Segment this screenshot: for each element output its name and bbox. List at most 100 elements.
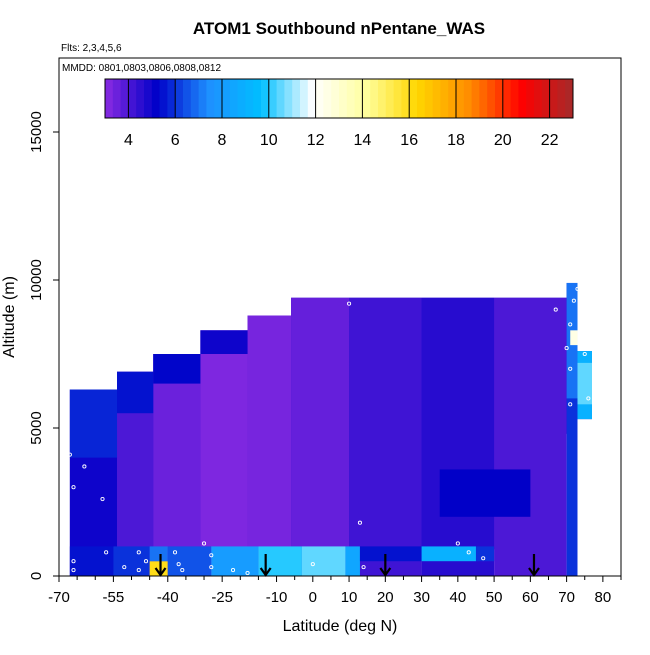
colorbar-tick-label: 6 — [171, 132, 180, 149]
value-cell — [149, 546, 168, 562]
colorbar-segment — [417, 79, 426, 118]
sample-point — [122, 565, 127, 570]
value-cell — [345, 546, 360, 576]
colorbar-segment — [424, 79, 434, 118]
y-tick-label: 5000 — [28, 411, 45, 444]
colorbar-segment — [370, 79, 379, 118]
colorbar-segment — [136, 79, 145, 118]
colorbar-segment — [268, 79, 278, 118]
colorbar-segment — [565, 79, 574, 118]
value-cell — [570, 330, 578, 346]
colorbar-segment — [300, 79, 309, 118]
sample-point — [553, 307, 558, 312]
value-cell — [211, 546, 259, 576]
colorbar-segment — [393, 79, 402, 118]
sample-point — [209, 565, 214, 570]
value-band — [153, 354, 201, 576]
flight-arrow — [259, 554, 272, 577]
value-band — [247, 315, 292, 576]
colorbar-segment — [440, 79, 449, 118]
sample-point — [582, 420, 587, 425]
colorbar-segment — [237, 79, 246, 118]
sample-point — [310, 562, 315, 567]
value-cell — [69, 546, 114, 576]
colorbar-segment — [479, 79, 488, 118]
x-tick-label: 30 — [413, 589, 430, 606]
sample-point — [481, 556, 486, 561]
colorbar-segment — [229, 79, 239, 118]
sample-point — [136, 550, 141, 555]
value-band — [200, 330, 248, 576]
x-tick-label: -10 — [266, 589, 288, 606]
colorbar-segment — [456, 79, 465, 118]
colorbar-segment — [323, 79, 332, 118]
colorbar-segment — [401, 79, 410, 118]
value-cell — [69, 389, 118, 458]
colorbar-segment — [292, 79, 301, 118]
sample-point — [568, 366, 573, 371]
colorbar-segment — [557, 79, 566, 118]
colorbar-segment — [315, 79, 324, 118]
sample-point — [209, 553, 214, 558]
x-tick-label: 20 — [377, 589, 394, 606]
value-cell — [577, 362, 592, 405]
colorbar-segment — [526, 79, 535, 118]
colorbar-segment — [362, 79, 371, 118]
colorbar-segment — [167, 79, 176, 118]
sample-point — [82, 464, 87, 469]
colorbar-frame — [104, 78, 574, 119]
colorbar-segment — [198, 79, 207, 118]
x-tick-label: 40 — [449, 589, 466, 606]
colorbar-tick-label: 12 — [307, 132, 325, 149]
colorbar-tick-label: 16 — [400, 132, 418, 149]
sample-point — [568, 322, 573, 327]
sample-point — [71, 559, 76, 564]
sample-point — [143, 559, 149, 564]
colorbar-segment — [120, 79, 129, 118]
colorbar-segment — [331, 79, 340, 118]
value-cell — [439, 469, 531, 517]
colorbar: 4 6 8 10 12 14 16 18 20 22 — [104, 78, 574, 149]
colorbar-segment — [214, 79, 223, 118]
x-tick-label: -70 — [48, 589, 70, 606]
x-tick-label: 60 — [522, 589, 539, 606]
x-tick-label: 70 — [558, 589, 575, 606]
value-cell — [421, 546, 476, 562]
sample-point — [361, 565, 366, 570]
sample-point — [568, 402, 573, 407]
flight-arrow — [379, 554, 392, 577]
colorbar-segment — [222, 79, 231, 118]
value-band — [291, 297, 350, 576]
sample-point — [201, 541, 207, 546]
colorbar-segment — [471, 79, 480, 118]
sample-point — [71, 568, 76, 573]
value-cell — [153, 354, 201, 384]
colorbar-segment — [183, 79, 192, 118]
colorbar-segment — [495, 79, 504, 118]
colorbar-segment — [463, 79, 473, 118]
sample-point — [571, 298, 576, 303]
colorbar-segment — [448, 79, 457, 118]
sample-point — [67, 384, 72, 389]
value-cell — [113, 546, 150, 576]
sample-point — [180, 568, 185, 573]
value-cell — [167, 546, 212, 576]
sample-point — [71, 485, 76, 490]
colorbar-segment — [534, 79, 543, 118]
colorbar-segment — [261, 79, 270, 118]
sample-point — [172, 550, 178, 555]
x-tick-label: -55 — [103, 589, 125, 606]
value-band — [566, 282, 578, 576]
colorbar-segment — [487, 79, 496, 118]
value-cell — [200, 330, 248, 354]
value-band — [349, 297, 422, 576]
y-tick-label: 0 — [28, 572, 45, 580]
colorbar-segment — [307, 79, 317, 118]
colorbar-segment — [409, 79, 418, 118]
x-tick-label: 0 — [309, 589, 317, 606]
sample-point — [575, 286, 580, 291]
sample-points — [67, 286, 591, 576]
sample-point — [245, 570, 250, 576]
